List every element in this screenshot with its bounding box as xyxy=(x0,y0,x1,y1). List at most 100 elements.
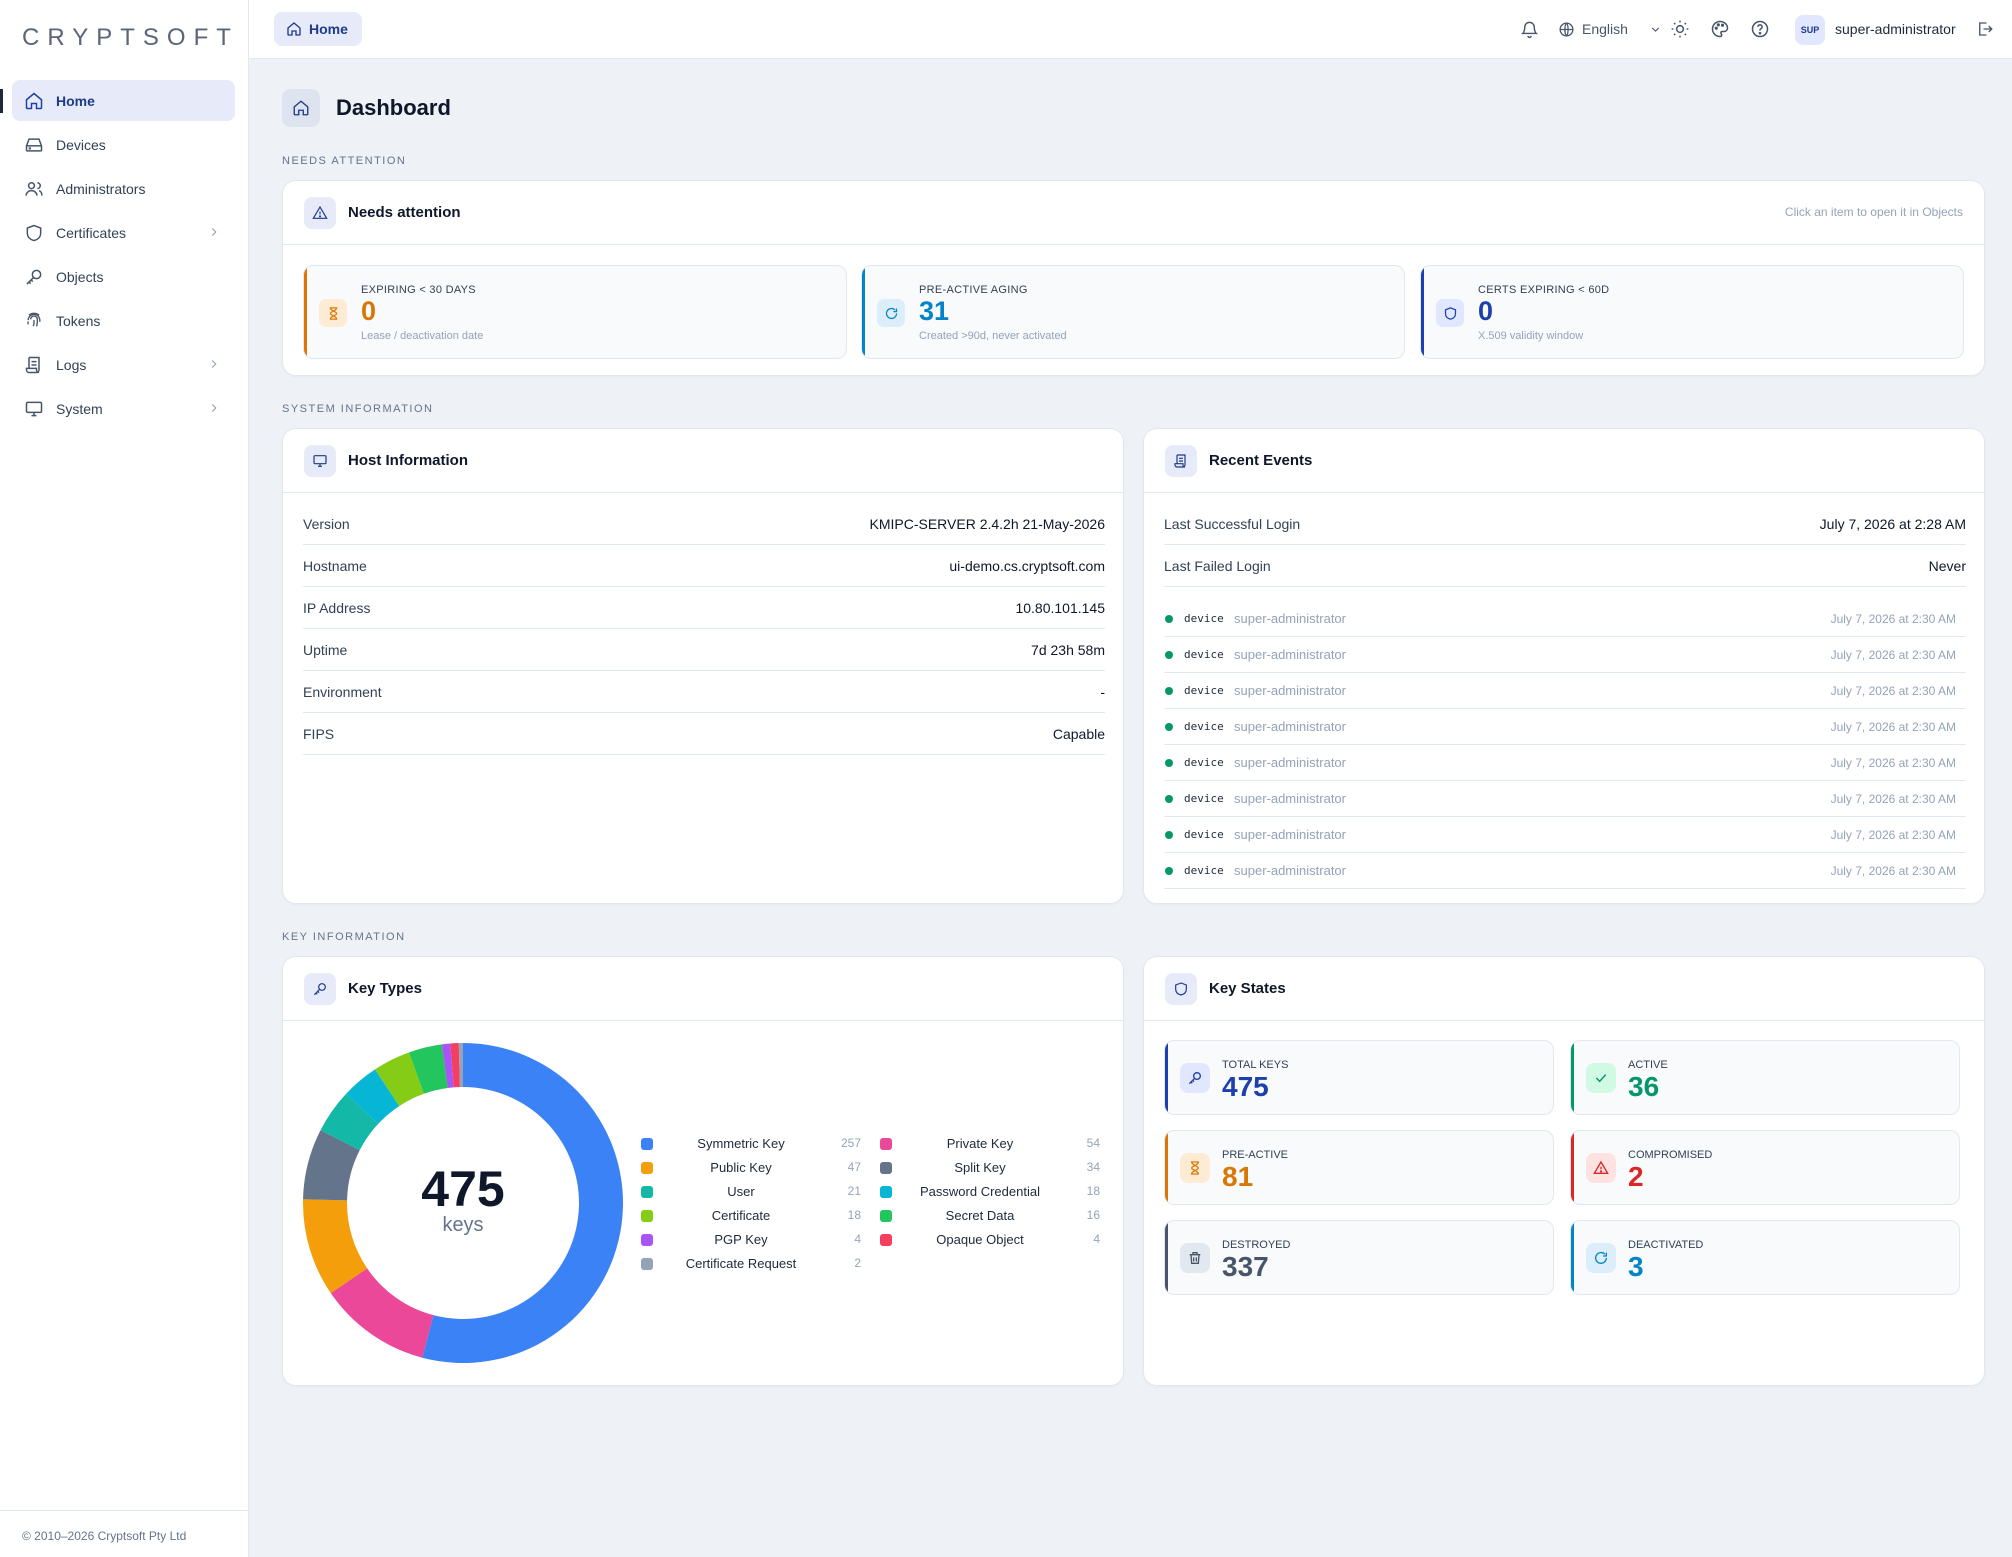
donut-slice-certificate-request[interactable] xyxy=(458,1043,463,1088)
donut-slice-user[interactable] xyxy=(320,1093,379,1151)
donut-total: 475 xyxy=(421,1161,504,1217)
key-state-active[interactable]: ACTIVE 36 xyxy=(1570,1040,1960,1115)
sidebar-item-logs[interactable]: Logs xyxy=(12,344,235,385)
key-state-value: 81 xyxy=(1222,1161,1254,1192)
breadcrumb-home[interactable]: Home xyxy=(274,12,362,46)
event-row[interactable]: device super-administrator July 7, 2026 at… xyxy=(1164,745,1966,781)
legend-count: 16 xyxy=(1086,1208,1100,1222)
legend-count: 54 xyxy=(1086,1136,1100,1150)
event-row[interactable]: device super-administrator July 7, 2026 at… xyxy=(1164,673,1966,709)
event-row[interactable]: device super-administrator July 7, 2026 at… xyxy=(1164,637,1966,673)
sidebar-item-devices[interactable]: Devices xyxy=(12,124,235,165)
sidebar-nav: Home Devices Administrators Certificates… xyxy=(12,80,235,432)
legend-item[interactable]: Opaque Object 4 xyxy=(880,1229,1100,1253)
event-type: device xyxy=(1184,612,1224,625)
trash-icon xyxy=(1180,1243,1210,1273)
event-row[interactable]: device super-administrator July 7, 2026 at… xyxy=(1164,601,1966,637)
key-state-pre-active[interactable]: PRE-ACTIVE 81 xyxy=(1164,1130,1554,1205)
status-dot xyxy=(1165,614,1173,623)
legend-count: 18 xyxy=(847,1208,861,1222)
donut-slice-public-key[interactable] xyxy=(303,1199,368,1294)
legend-item[interactable]: User 21 xyxy=(641,1181,861,1205)
legend-item[interactable]: Password Credential 18 xyxy=(880,1181,1100,1205)
language-label: English xyxy=(1582,21,1628,37)
status-dot xyxy=(1165,866,1173,875)
donut-slice-private-key[interactable] xyxy=(330,1268,434,1358)
sidebar-item-system[interactable]: System xyxy=(12,388,235,429)
legend-name: Split Key xyxy=(954,1160,1006,1175)
legend-swatch xyxy=(641,1210,653,1222)
key-state-deactivated[interactable]: DEACTIVATED 3 xyxy=(1570,1220,1960,1295)
donut-slice-split-key[interactable] xyxy=(303,1130,360,1201)
key-state-value: 36 xyxy=(1628,1071,1660,1102)
legend-item[interactable]: Symmetric Key 257 xyxy=(641,1133,861,1157)
donut-slice-password-credential[interactable] xyxy=(346,1069,400,1124)
bell-icon[interactable] xyxy=(1520,20,1539,39)
accent-stripe xyxy=(1571,1131,1574,1204)
sidebar-item-objects[interactable]: Objects xyxy=(12,256,235,297)
legend-swatch xyxy=(641,1234,653,1246)
event-row[interactable]: device super-administrator July 7, 2026 at… xyxy=(1164,781,1966,817)
donut-slice-certificate[interactable] xyxy=(375,1052,424,1107)
legend-item[interactable]: Public Key 47 xyxy=(641,1157,861,1181)
key-state-compromised[interactable]: COMPROMISED 2 xyxy=(1570,1130,1960,1205)
home-icon xyxy=(282,89,320,127)
event-user: super-administrator xyxy=(1234,611,1346,626)
legend-item[interactable]: Certificate 18 xyxy=(641,1205,861,1229)
legend-name: Private Key xyxy=(946,1136,1014,1151)
username[interactable]: super-administrator xyxy=(1835,21,1956,37)
status-dot xyxy=(1165,722,1173,731)
shield-icon xyxy=(26,224,42,241)
status-dot xyxy=(1165,794,1173,803)
sun-icon[interactable] xyxy=(1670,19,1690,39)
chevron-right-icon xyxy=(211,360,217,368)
accent-stripe xyxy=(862,266,865,358)
key-state-label: ACTIVE xyxy=(1628,1059,1668,1071)
key-icon xyxy=(304,972,336,1005)
sidebar-item-certificates[interactable]: Certificates xyxy=(12,212,235,253)
shield-icon xyxy=(1165,972,1197,1005)
legend-count: 47 xyxy=(847,1160,861,1174)
active-indicator xyxy=(0,89,3,113)
key-state-total[interactable]: TOTAL KEYS 475 xyxy=(1164,1040,1554,1115)
legend-item[interactable]: Private Key 54 xyxy=(880,1133,1100,1157)
sidebar-item-label: Logs xyxy=(56,356,87,373)
event-user: super-administrator xyxy=(1234,647,1346,662)
legend-item[interactable]: Split Key 34 xyxy=(880,1157,1100,1181)
legend-item[interactable]: Secret Data 16 xyxy=(880,1205,1100,1229)
host-row-ip: IP Address 10.80.101.145 xyxy=(303,587,1105,629)
event-row[interactable]: device super-administrator July 7, 2026 at… xyxy=(1164,817,1966,853)
legend-item[interactable]: PGP Key 4 xyxy=(641,1229,861,1253)
donut-slice-symmetric-key[interactable] xyxy=(422,1043,623,1363)
key-state-destroyed[interactable]: DESTROYED 337 xyxy=(1164,1220,1554,1295)
event-row[interactable]: device super-administrator July 7, 2026 at… xyxy=(1164,853,1966,889)
avatar[interactable]: SUP xyxy=(1795,15,1825,45)
attention-expiring[interactable]: EXPIRING < 30 DAYS 0 Lease / deactivatio… xyxy=(303,265,847,359)
event-row[interactable]: device super-administrator July 7, 2026 at… xyxy=(1164,709,1966,745)
attention-pre-active-aging[interactable]: PRE-ACTIVE AGING 31 Created >90d, never … xyxy=(861,265,1405,359)
event-time: July 7, 2026 at 2:30 AM xyxy=(1830,755,1956,770)
sidebar-item-home[interactable]: Home xyxy=(12,80,235,121)
palette-icon[interactable] xyxy=(1710,19,1730,39)
attention-certs-expiring[interactable]: CERTS EXPIRING < 60D 0 X.509 validity wi… xyxy=(1420,265,1964,359)
donut-slice-secret-data[interactable] xyxy=(409,1044,448,1094)
event-time: July 7, 2026 at 2:30 AM xyxy=(1830,791,1956,806)
recent-events-card: Recent Events Last Successful Login July … xyxy=(1143,428,1985,904)
help-icon[interactable] xyxy=(1750,19,1770,39)
attention-label: EXPIRING < 30 DAYS xyxy=(361,284,476,296)
fingerprint-icon xyxy=(27,312,41,327)
key-state-value: 337 xyxy=(1222,1251,1269,1282)
logout-icon[interactable] xyxy=(1976,20,1994,38)
legend-item[interactable]: Certificate Request 2 xyxy=(641,1253,861,1277)
sidebar-item-administrators[interactable]: Administrators xyxy=(12,168,235,209)
legend-count: 2 xyxy=(854,1256,861,1270)
sidebar-item-tokens[interactable]: Tokens xyxy=(12,300,235,341)
legend-count: 18 xyxy=(1086,1184,1100,1198)
attention-sub: Lease / deactivation date xyxy=(361,330,484,342)
event-user: super-administrator xyxy=(1234,863,1346,878)
row-key: IP Address xyxy=(303,599,371,616)
donut-slice-pgp-key[interactable] xyxy=(441,1043,454,1089)
language-select[interactable]: English xyxy=(1558,14,1662,44)
donut-slice-opaque-object[interactable] xyxy=(450,1043,460,1088)
legend-name: PGP Key xyxy=(714,1232,768,1247)
